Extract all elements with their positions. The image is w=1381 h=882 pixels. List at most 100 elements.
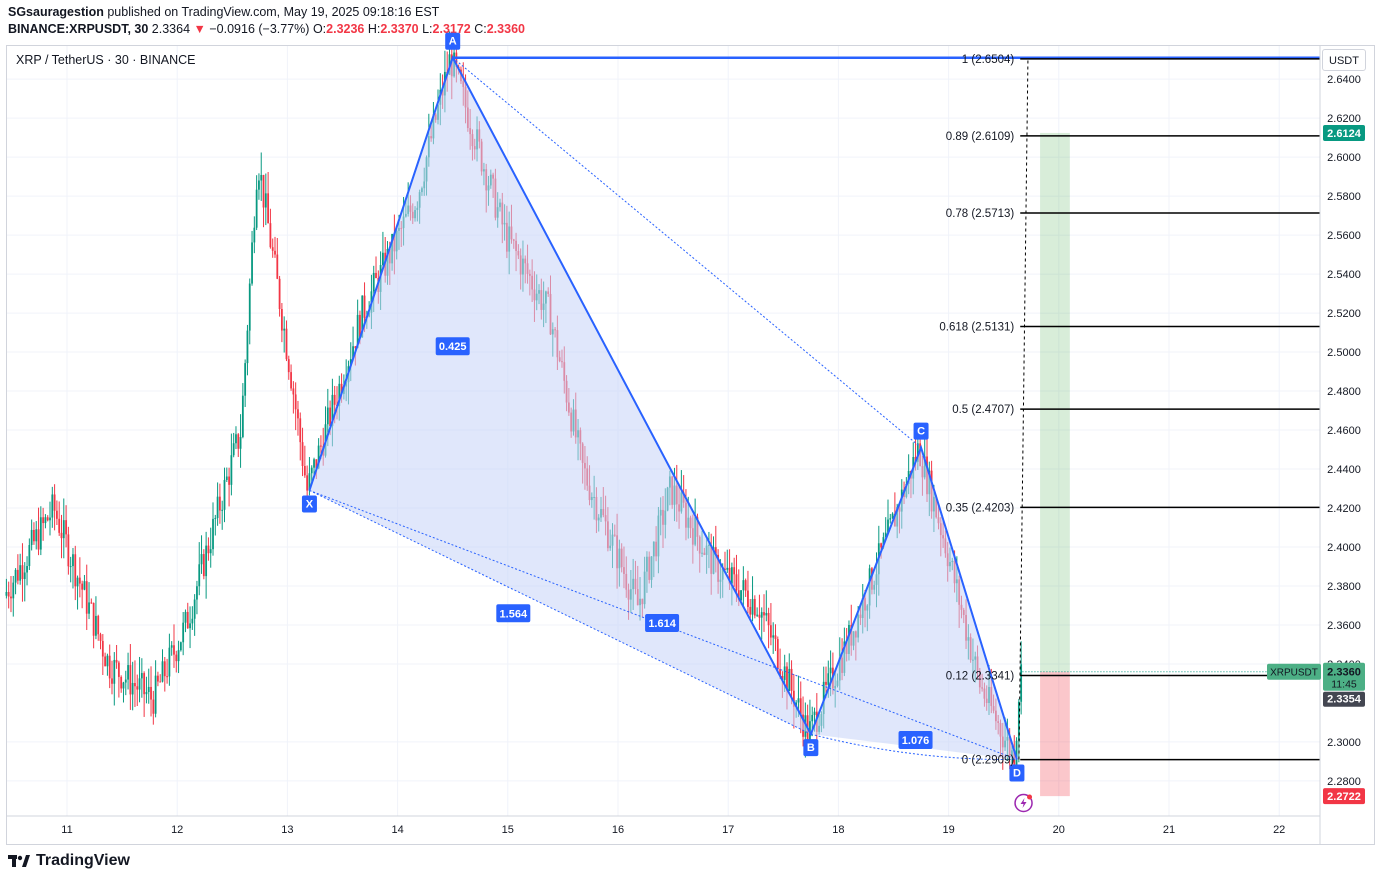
candle-body	[887, 519, 889, 533]
candle-body	[797, 698, 800, 703]
candle-body	[299, 418, 302, 443]
candle-body	[33, 529, 35, 542]
chart-frame[interactable]	[6, 45, 1375, 845]
candle-body	[749, 606, 752, 615]
candle-body	[740, 590, 742, 601]
price-tick-label: 2.5000	[1327, 347, 1361, 359]
candle-body	[786, 666, 788, 692]
flash-bolt	[1020, 798, 1027, 808]
candle-body	[320, 445, 322, 447]
fib-trend-line	[1018, 58, 1029, 760]
candle-body	[770, 625, 772, 638]
fib-level-label: 0.5 (2.4707)	[952, 404, 1014, 416]
fib-level-label: 0.78 (2.5713)	[946, 208, 1015, 220]
candle-body	[184, 611, 187, 623]
candle-body	[51, 494, 54, 518]
candle-body	[884, 532, 887, 538]
current-price-tag	[1323, 662, 1365, 691]
candle-body	[207, 545, 210, 554]
candle-body	[35, 529, 38, 542]
high-label: H:	[367, 22, 381, 36]
candle-body	[306, 475, 309, 491]
candle-body	[251, 242, 253, 284]
candle-body	[783, 666, 786, 680]
candle-body	[23, 572, 26, 580]
prev-close-label: 2.3354	[1327, 694, 1362, 706]
candle-body	[733, 567, 736, 575]
candle-body	[74, 554, 77, 587]
candle-body	[916, 443, 919, 462]
candle-body	[455, 52, 458, 67]
candle-body	[170, 645, 173, 648]
time-tick-label: 21	[1163, 824, 1175, 836]
candle-body	[104, 656, 107, 667]
fib-level-label: 0 (2.2909)	[962, 755, 1015, 767]
candle-body	[292, 388, 295, 395]
candle-body	[124, 679, 127, 683]
fib-level-label: 0.12 (2.3341)	[946, 670, 1015, 682]
candle-body	[157, 675, 159, 682]
candle-body	[280, 309, 283, 331]
candle-body	[891, 513, 894, 519]
candle-body	[182, 622, 185, 643]
candle-body	[55, 510, 58, 519]
tradingview-logo[interactable]: TradingView	[8, 852, 130, 870]
symbol-interval: BINANCE:XRPUSDT, 30	[8, 22, 149, 36]
candle-body	[166, 676, 168, 678]
candle-body	[382, 252, 384, 266]
candle-body	[239, 437, 242, 449]
candle-body	[179, 642, 182, 651]
candle-body	[140, 673, 143, 679]
candle-body	[799, 698, 802, 715]
alert-dot	[1027, 794, 1033, 800]
candle-body	[78, 577, 81, 584]
price-tick-label: 2.4400	[1327, 464, 1361, 476]
candle-body	[223, 479, 226, 510]
candle-body	[825, 681, 827, 685]
price-tag	[1323, 124, 1365, 141]
currency-button[interactable]: USDT	[1322, 49, 1366, 71]
candle-body	[46, 517, 49, 521]
candle-body	[117, 662, 120, 677]
pivot-label: C	[917, 426, 925, 438]
chart-grid	[7, 46, 1320, 816]
chart-header: SGsauragestion published on TradingView.…	[8, 4, 1368, 38]
candle-body	[92, 602, 95, 636]
candle-body	[228, 476, 230, 485]
publisher-name[interactable]: SGsauragestion	[8, 5, 104, 19]
xabcd-pattern: 0.425 1.564 1.614 1.076 X A B C D	[301, 32, 1320, 782]
candle-body	[72, 554, 74, 567]
publish-info: SGsauragestion published on TradingView.…	[8, 4, 1368, 21]
low-label: L:	[422, 22, 433, 36]
candle-body	[136, 686, 139, 690]
prev-close-tag	[1323, 691, 1365, 707]
candle-body	[39, 517, 42, 550]
time-tick-label: 18	[832, 824, 844, 836]
pattern-triangle-bcd	[810, 447, 1017, 760]
pivot-label: A	[449, 36, 457, 48]
time-tick-label: 22	[1273, 824, 1285, 836]
price-tick-label: 2.3000	[1327, 737, 1361, 749]
candle-body	[76, 577, 79, 587]
price-axis: 2.6400 2.6200 2.6000 2.5800 2.5600 2.5400 2.52…	[1319, 46, 1361, 845]
candle-body	[792, 690, 795, 707]
fib-level-label: 1 (2.6504)	[962, 54, 1015, 66]
price-tag-label: 2.6124	[1327, 128, 1362, 140]
candle-body	[115, 659, 118, 663]
candle-body	[159, 681, 162, 683]
candle-body	[753, 598, 756, 616]
candle-body	[230, 455, 233, 485]
price-tick-label: 2.6400	[1327, 74, 1361, 86]
candle-body	[44, 517, 47, 524]
candle-body	[244, 363, 247, 396]
candle-body	[315, 459, 318, 469]
candle-body	[216, 496, 219, 518]
open-value: 2.3236	[326, 22, 365, 36]
time-tick-label: 19	[942, 824, 954, 836]
candle-body	[108, 655, 111, 679]
price-tick-label: 2.4800	[1327, 386, 1361, 398]
candle-body	[90, 602, 93, 604]
candle-body	[728, 567, 731, 584]
candle-body	[168, 647, 171, 677]
